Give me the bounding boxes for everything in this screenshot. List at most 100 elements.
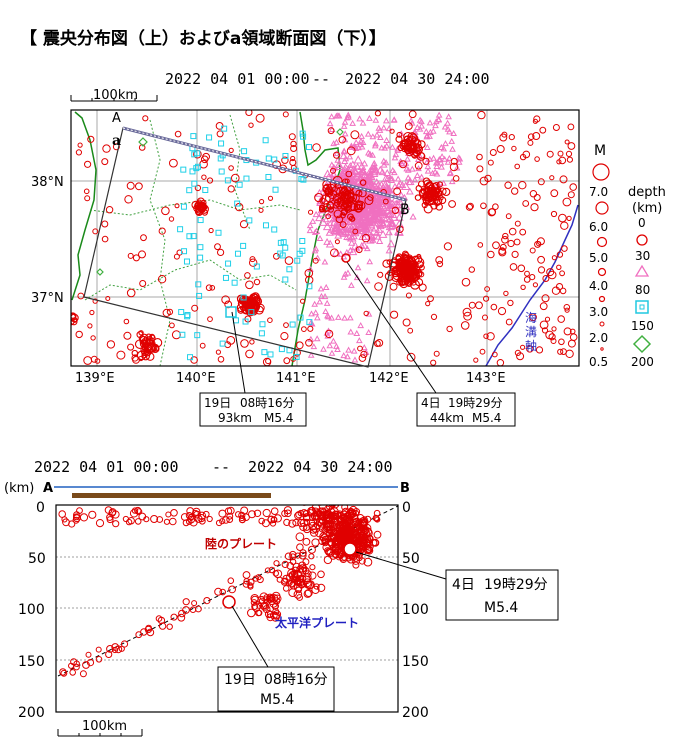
quake-marker: [316, 517, 325, 526]
legend-m-05: 0.5: [589, 355, 608, 369]
quake-marker-80km: [365, 219, 376, 229]
quake-marker: [140, 234, 147, 242]
quake-marker: [174, 130, 182, 138]
quake-marker: [86, 659, 95, 667]
quake-marker-80km: [328, 113, 335, 120]
quake-marker: [145, 624, 152, 632]
quake-marker: [348, 215, 355, 222]
quake-marker-80km: [316, 235, 324, 242]
quake-marker: [483, 295, 490, 302]
quake-marker-80km: [330, 140, 338, 147]
quake-marker-80km: [381, 144, 389, 151]
quake-marker: [334, 239, 340, 245]
quake-marker: [342, 495, 348, 501]
quake-marker: [509, 263, 518, 271]
quake-marker: [243, 301, 250, 308]
quake-marker: [209, 285, 216, 291]
quake-marker-80km: [383, 136, 390, 143]
quake-marker: [350, 203, 359, 212]
quake-marker: [68, 520, 76, 528]
quake-marker: [264, 567, 271, 574]
quake-marker: [361, 529, 371, 539]
quake-marker-80km: [360, 344, 368, 351]
quake-marker: [332, 513, 340, 521]
quake-marker-80km: [455, 154, 463, 161]
quake-marker: [142, 115, 149, 122]
quake-marker: [286, 562, 295, 570]
quake-marker: [403, 264, 410, 271]
quake-marker: [214, 587, 223, 596]
quake-marker-80km: [394, 175, 402, 182]
quake-marker: [520, 344, 526, 350]
quake-marker-80km: [406, 179, 414, 186]
quake-marker-150km: [272, 186, 279, 193]
quake-marker: [332, 202, 340, 209]
quake-marker-150km: [189, 168, 196, 175]
quake-marker: [396, 279, 403, 286]
quake-marker-80km: [380, 157, 388, 164]
quake-marker-80km: [387, 221, 397, 229]
quake-marker: [250, 599, 258, 606]
legend-depth-30: 30: [635, 249, 650, 263]
quake-marker: [448, 200, 457, 208]
quake-marker: [272, 608, 280, 615]
quake-marker: [296, 543, 304, 552]
quake-marker: [138, 512, 147, 521]
quake-marker: [487, 250, 495, 259]
quake-marker-80km: [333, 112, 340, 119]
quake-marker: [73, 660, 80, 667]
quake-marker: [284, 256, 294, 265]
quake-marker-80km: [350, 165, 357, 172]
quake-marker: [302, 513, 311, 521]
quake-marker: [206, 515, 213, 523]
quake-marker-80km: [423, 143, 431, 150]
quake-marker-150km: [265, 173, 272, 180]
quake-marker: [158, 622, 167, 630]
section-plot-layer: [58, 495, 382, 678]
quake-marker: [312, 257, 319, 264]
quake-marker: [101, 220, 109, 228]
quake-marker: [296, 594, 304, 601]
legend-m-6: 6.0: [589, 220, 608, 234]
section-callout-19-mag: M5.4: [260, 692, 294, 708]
quake-marker: [533, 194, 541, 201]
quake-marker: [201, 174, 207, 180]
quake-marker: [129, 509, 139, 518]
quake-marker: [283, 518, 291, 527]
quake-marker-80km: [441, 123, 449, 130]
quake-marker: [182, 598, 190, 606]
quake-marker: [408, 110, 417, 119]
quake-marker: [258, 207, 264, 213]
quake-marker: [413, 144, 424, 155]
quake-marker-150km: [261, 349, 268, 356]
quake-marker: [283, 322, 289, 329]
quake-marker-200km: [96, 268, 104, 276]
quake-marker: [391, 206, 399, 215]
quake-marker: [166, 623, 173, 630]
legend-depth-200: 200: [631, 355, 654, 369]
svg-text:軸: 軸: [525, 339, 537, 353]
quake-marker-80km: [347, 328, 355, 335]
quake-marker-80km: [444, 125, 452, 132]
quake-marker-150km: [234, 200, 241, 207]
quake-marker: [430, 359, 437, 366]
quake-marker: [302, 567, 310, 575]
quake-marker-80km: [315, 213, 324, 222]
legend-depth-square: [635, 300, 649, 314]
quake-marker: [556, 251, 564, 258]
quake-marker: [330, 248, 339, 258]
quake-marker-80km: [446, 170, 454, 177]
quake-marker-80km: [381, 174, 391, 183]
quake-marker: [393, 187, 402, 196]
quake-marker: [546, 150, 554, 158]
quake-marker: [309, 525, 318, 534]
quake-marker: [325, 496, 332, 503]
quake-marker-80km: [414, 155, 422, 162]
quake-marker: [436, 260, 444, 268]
quake-marker: [526, 345, 534, 353]
quake-marker: [303, 589, 312, 598]
quake-marker: [267, 515, 276, 524]
event-4-marker: [341, 253, 351, 263]
quake-marker: [461, 277, 471, 287]
